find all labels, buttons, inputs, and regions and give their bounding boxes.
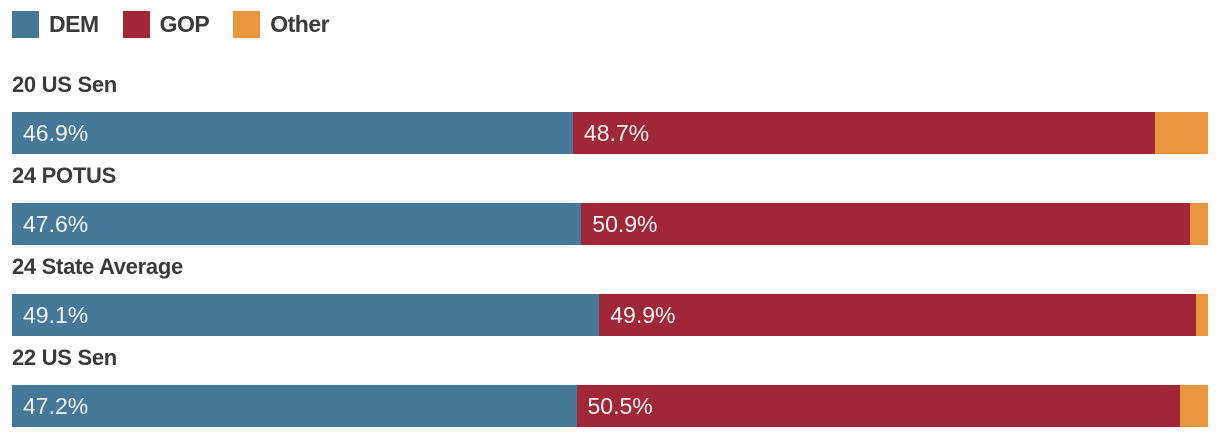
chart-row-24-potus: 24 POTUS 47.6% 50.9%: [12, 163, 1208, 245]
bar-segment-other: [1190, 203, 1208, 245]
bar-segment-dem: 47.2%: [12, 385, 577, 427]
row-title: 22 US Sen: [12, 345, 117, 370]
bar-segment-other: [1180, 385, 1208, 427]
legend-label-other: Other: [270, 10, 330, 37]
legend-swatch-gop: [122, 10, 150, 38]
stacked-bar: 47.6% 50.9%: [12, 203, 1208, 245]
bar-segment-gop: 49.9%: [599, 294, 1197, 336]
bar-value-label-dem: 46.9%: [23, 119, 89, 146]
bar-segment-gop: 50.5%: [576, 385, 1181, 427]
bar-value-label-gop: 50.9%: [592, 210, 658, 237]
legend-swatch-dem: [12, 10, 39, 38]
legend-label-gop: GOP: [159, 10, 210, 37]
chart-row-20-us-sen: 20 US Sen 46.9% 48.7%: [12, 72, 1208, 154]
bar-value-label-gop: 49.9%: [610, 301, 676, 328]
row-title: 24 State Average: [12, 254, 183, 279]
chart-row-24-state-average: 24 State Average 49.1% 49.9%: [12, 254, 1208, 336]
chart-legend: DEM GOP Other: [12, 10, 1208, 38]
chart-row-22-us-sen: 22 US Sen 47.2% 50.5%: [12, 345, 1208, 427]
legend-item-gop: GOP: [122, 10, 210, 38]
bar-segment-gop: 48.7%: [572, 112, 1156, 154]
row-title: 24 POTUS: [12, 163, 116, 188]
bar-segment-dem: 49.1%: [12, 294, 600, 336]
legend-label-dem: DEM: [49, 10, 99, 37]
bar-value-label-dem: 47.6%: [23, 210, 89, 237]
bar-segment-other: [1155, 112, 1208, 154]
bar-segment-dem: 46.9%: [12, 112, 573, 154]
bar-value-label-gop: 48.7%: [583, 119, 650, 146]
bar-value-label-dem: 47.2%: [23, 392, 89, 419]
bar-value-label-gop: 50.5%: [587, 392, 653, 419]
legend-item-dem: DEM: [12, 10, 99, 38]
legend-swatch-other: [233, 10, 261, 38]
stacked-bar: 47.2% 50.5%: [12, 385, 1208, 427]
legend-item-other: Other: [233, 10, 330, 38]
bar-segment-gop: 50.9%: [581, 203, 1191, 245]
bar-value-label-dem: 49.1%: [23, 301, 89, 328]
stacked-bar: 46.9% 48.7%: [12, 112, 1208, 154]
row-title: 20 US Sen: [12, 72, 117, 97]
bar-segment-dem: 47.6%: [12, 203, 582, 245]
stacked-bar: 49.1% 49.9%: [12, 294, 1208, 336]
bar-segment-other: [1196, 294, 1208, 336]
